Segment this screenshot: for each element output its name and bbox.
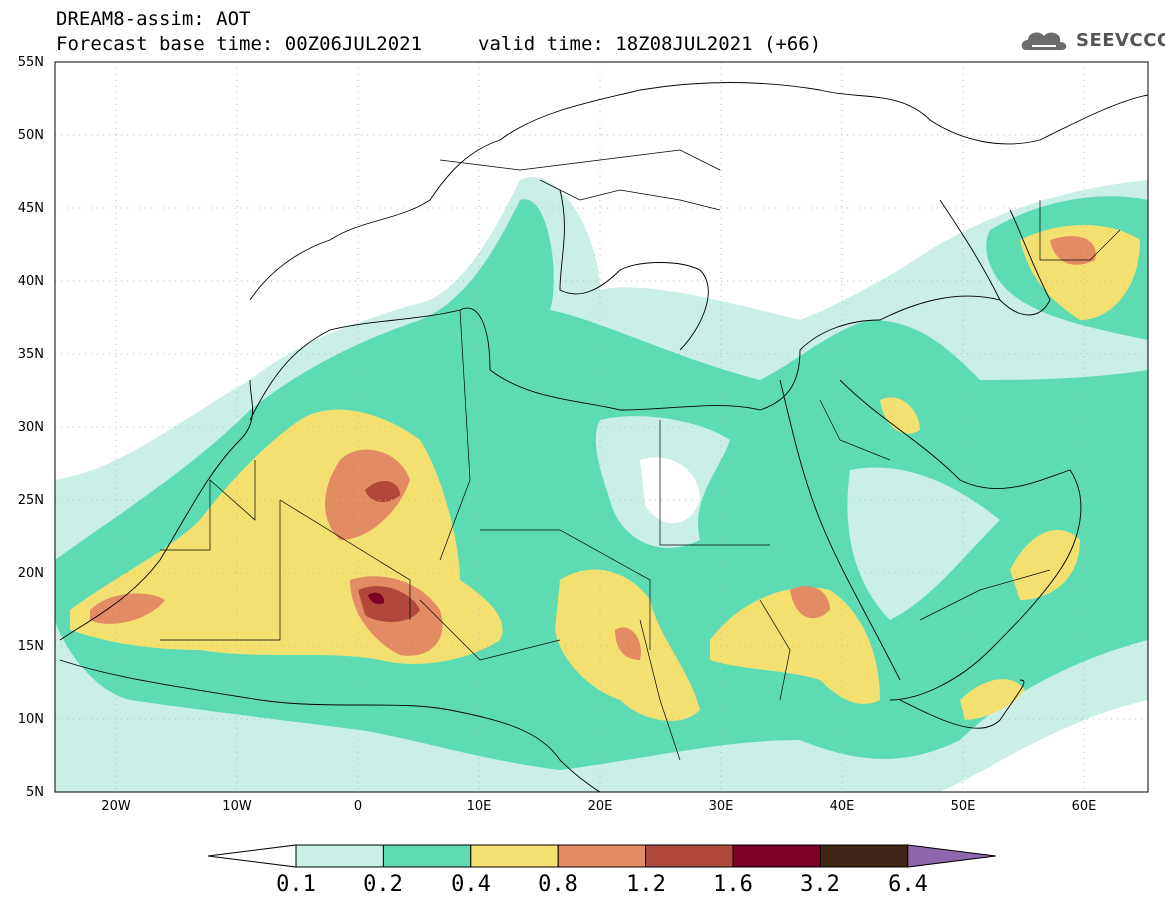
colorbar-label: 0.4 bbox=[451, 872, 491, 897]
lon-label: 60E bbox=[1071, 799, 1097, 814]
lat-label: 10N bbox=[17, 712, 44, 727]
colorbar-high-arrow bbox=[907, 844, 996, 868]
aot-contour-0.8-west bbox=[90, 593, 165, 624]
lat-label: 45N bbox=[17, 201, 44, 216]
aot-contour-0.8-chad bbox=[615, 627, 641, 660]
aot-contour-1.6 bbox=[368, 592, 385, 605]
lat-label: 55N bbox=[17, 55, 44, 70]
lon-label: 30E bbox=[708, 799, 734, 814]
lat-label: 35N bbox=[17, 347, 44, 362]
colorbar-label: 1.2 bbox=[626, 872, 666, 897]
lat-label: 15N bbox=[17, 639, 44, 654]
lat-label: 50N bbox=[17, 128, 44, 143]
colorbar bbox=[207, 844, 996, 868]
lon-label: 40E bbox=[829, 799, 855, 814]
forecast-base-time: Forecast base time: 00Z06JUL2021 bbox=[56, 33, 423, 55]
colorbar-swatch bbox=[819, 844, 909, 868]
aot-contour-0.4-caspian bbox=[1020, 225, 1140, 320]
lat-label: 25N bbox=[17, 493, 44, 508]
aot-contour-0.4-oman bbox=[1010, 530, 1080, 600]
colorbar-swatch bbox=[557, 844, 647, 868]
aot-low-patch-egypt bbox=[640, 457, 700, 524]
aot-contour-0.4-sudan bbox=[710, 587, 880, 704]
colorbar-label: 1.6 bbox=[713, 872, 753, 897]
colorbar-swatch bbox=[295, 844, 384, 868]
aot-contour-1.2-algeria bbox=[365, 480, 400, 502]
country-borders bbox=[160, 149, 1121, 761]
lon-label: 50E bbox=[950, 799, 976, 814]
lat-label: 20N bbox=[17, 566, 44, 581]
map-frame bbox=[54, 61, 1149, 793]
seevccc-cloud-logo-icon bbox=[1021, 32, 1067, 50]
colorbar-label: 0.8 bbox=[538, 872, 578, 897]
aot-contour-0.4-iraq bbox=[880, 397, 920, 434]
lon-label: 10E bbox=[466, 799, 492, 814]
colorbar-label: 0.1 bbox=[276, 872, 316, 897]
coastlines bbox=[59, 82, 1148, 792]
aot-contour-0.8-sudan bbox=[790, 586, 830, 619]
colorbar-swatch bbox=[382, 844, 472, 868]
graticule bbox=[55, 62, 1148, 792]
lon-label: 0 bbox=[353, 799, 363, 814]
valid-time: valid time: 18Z08JUL2021 (+66) bbox=[478, 33, 822, 55]
colorbar-label: 6.4 bbox=[888, 872, 928, 897]
seevccc-logo-text: SEEVCCC bbox=[1076, 30, 1165, 51]
lat-label: 30N bbox=[17, 420, 44, 435]
lat-label: 5N bbox=[26, 785, 44, 800]
lon-label: 20E bbox=[587, 799, 613, 814]
colorbar-label: 3.2 bbox=[800, 872, 840, 897]
colorbar-swatch bbox=[645, 844, 734, 868]
aot-contour-0.4-somalia bbox=[960, 679, 1025, 720]
lat-label: 40N bbox=[17, 274, 44, 289]
colorbar-low-arrow bbox=[207, 844, 297, 868]
lon-label: 20W bbox=[101, 799, 131, 814]
aot-field bbox=[55, 177, 1148, 792]
colorbar-label: 0.2 bbox=[363, 872, 403, 897]
aot-contour-0.8-caspian bbox=[1050, 236, 1096, 265]
colorbar-swatch bbox=[470, 844, 559, 868]
aot-low-patch-arabia bbox=[847, 467, 1000, 620]
lon-label: 10W bbox=[222, 799, 252, 814]
map-title: DREAM8-assim: AOT bbox=[56, 8, 251, 30]
colorbar-swatch bbox=[732, 844, 821, 868]
